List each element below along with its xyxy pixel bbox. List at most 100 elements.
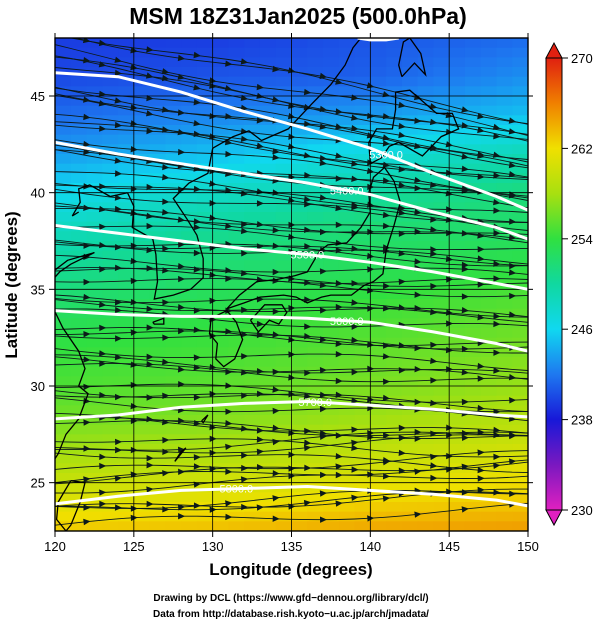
field-cell	[149, 221, 166, 232]
field-cell	[196, 250, 214, 261]
field-cell	[512, 192, 528, 203]
field-cell	[70, 415, 88, 426]
height-contour	[55, 140, 528, 241]
field-cell	[228, 521, 245, 531]
field-cell	[118, 463, 135, 474]
field-cell	[228, 424, 245, 435]
field-cell	[165, 279, 182, 290]
streamline-arrowhead	[477, 246, 485, 253]
field-cell	[480, 279, 498, 290]
field-cell	[480, 308, 498, 319]
field-cell	[228, 463, 245, 474]
streamline-arrowhead	[272, 331, 280, 338]
field-cell	[417, 299, 434, 310]
streamline-arrowhead	[430, 462, 438, 469]
field-cell	[512, 270, 528, 281]
field-cell	[228, 134, 245, 145]
field-cell	[86, 134, 103, 145]
field-cell	[165, 473, 182, 484]
field-cell	[149, 76, 166, 87]
field-cell	[275, 347, 293, 358]
streamline-arrowhead	[288, 465, 296, 472]
field-cell	[165, 231, 182, 242]
field-cell	[401, 521, 419, 531]
field-cell	[259, 347, 277, 358]
field-cell	[480, 521, 498, 531]
streamline-arrowhead	[446, 432, 454, 439]
field-cell	[370, 134, 387, 145]
field-cell	[244, 183, 261, 194]
field-cell	[228, 347, 245, 358]
streamline-arrowhead	[398, 131, 406, 139]
field-cell	[244, 511, 261, 522]
field-cell	[275, 144, 293, 155]
field-cell	[102, 86, 119, 97]
field-cell	[464, 386, 482, 397]
field-cell	[370, 57, 387, 68]
field-cell	[480, 463, 498, 474]
streamline-arrowhead	[382, 305, 391, 312]
field-cell	[196, 347, 214, 358]
field-cell	[149, 202, 166, 213]
field-cell	[449, 395, 466, 406]
field-cell	[512, 318, 528, 329]
field-cell	[165, 376, 182, 387]
field-cell	[464, 173, 482, 184]
field-cell	[102, 521, 119, 531]
field-cell	[291, 318, 308, 329]
streamline-arrowhead	[177, 54, 186, 62]
field-cell	[196, 424, 214, 435]
field-cell	[55, 241, 72, 252]
field-cell	[70, 115, 88, 126]
field-cell	[401, 202, 419, 213]
field-cell	[496, 47, 513, 58]
field-cell	[275, 67, 293, 78]
field-cell	[291, 434, 308, 445]
grid-lines	[55, 38, 528, 531]
streamline-arrowhead	[461, 506, 469, 513]
field-cell	[86, 154, 103, 165]
field-cell	[133, 463, 151, 474]
streamline-arrowhead	[335, 175, 343, 182]
streamline-arrowhead	[319, 405, 327, 413]
field-cell	[275, 424, 293, 435]
field-cell	[417, 96, 434, 107]
field-cell	[307, 115, 324, 126]
field-cell	[228, 289, 245, 300]
field-cell	[386, 502, 403, 513]
field-cell	[449, 192, 466, 203]
field-cell	[370, 453, 387, 464]
streamline-arrowhead	[414, 258, 422, 265]
field-cell	[433, 463, 450, 474]
streamline-arrowhead	[351, 299, 359, 306]
field-cell	[512, 47, 528, 58]
field-cell	[496, 318, 513, 329]
field-cell	[133, 125, 151, 136]
field-cell	[433, 376, 450, 387]
field-cell	[165, 511, 182, 522]
streamline-arrowhead	[414, 398, 422, 406]
field-cell	[307, 502, 324, 513]
field-cell	[102, 376, 119, 387]
streamline-arrowhead	[461, 106, 469, 113]
field-cell	[354, 105, 371, 116]
field-cell	[165, 134, 182, 145]
field-cell	[70, 405, 88, 416]
streamline-arrowhead	[83, 140, 91, 148]
field-cell	[149, 115, 166, 126]
field-cell	[433, 96, 450, 107]
streamline-arrowhead	[240, 331, 249, 338]
field-cell	[181, 38, 198, 49]
streamline-arrowhead	[193, 354, 201, 361]
streamline-arrowhead	[288, 221, 296, 229]
field-cell	[70, 318, 88, 329]
field-cell	[244, 492, 261, 503]
field-cell	[86, 163, 103, 174]
streamline-arrowhead	[272, 148, 280, 155]
field-cell	[102, 231, 119, 242]
field-cell	[212, 473, 230, 484]
field-cell	[55, 453, 72, 464]
field-cell	[464, 482, 482, 493]
streamline-arrowhead	[319, 307, 327, 314]
field-cell	[291, 405, 308, 416]
